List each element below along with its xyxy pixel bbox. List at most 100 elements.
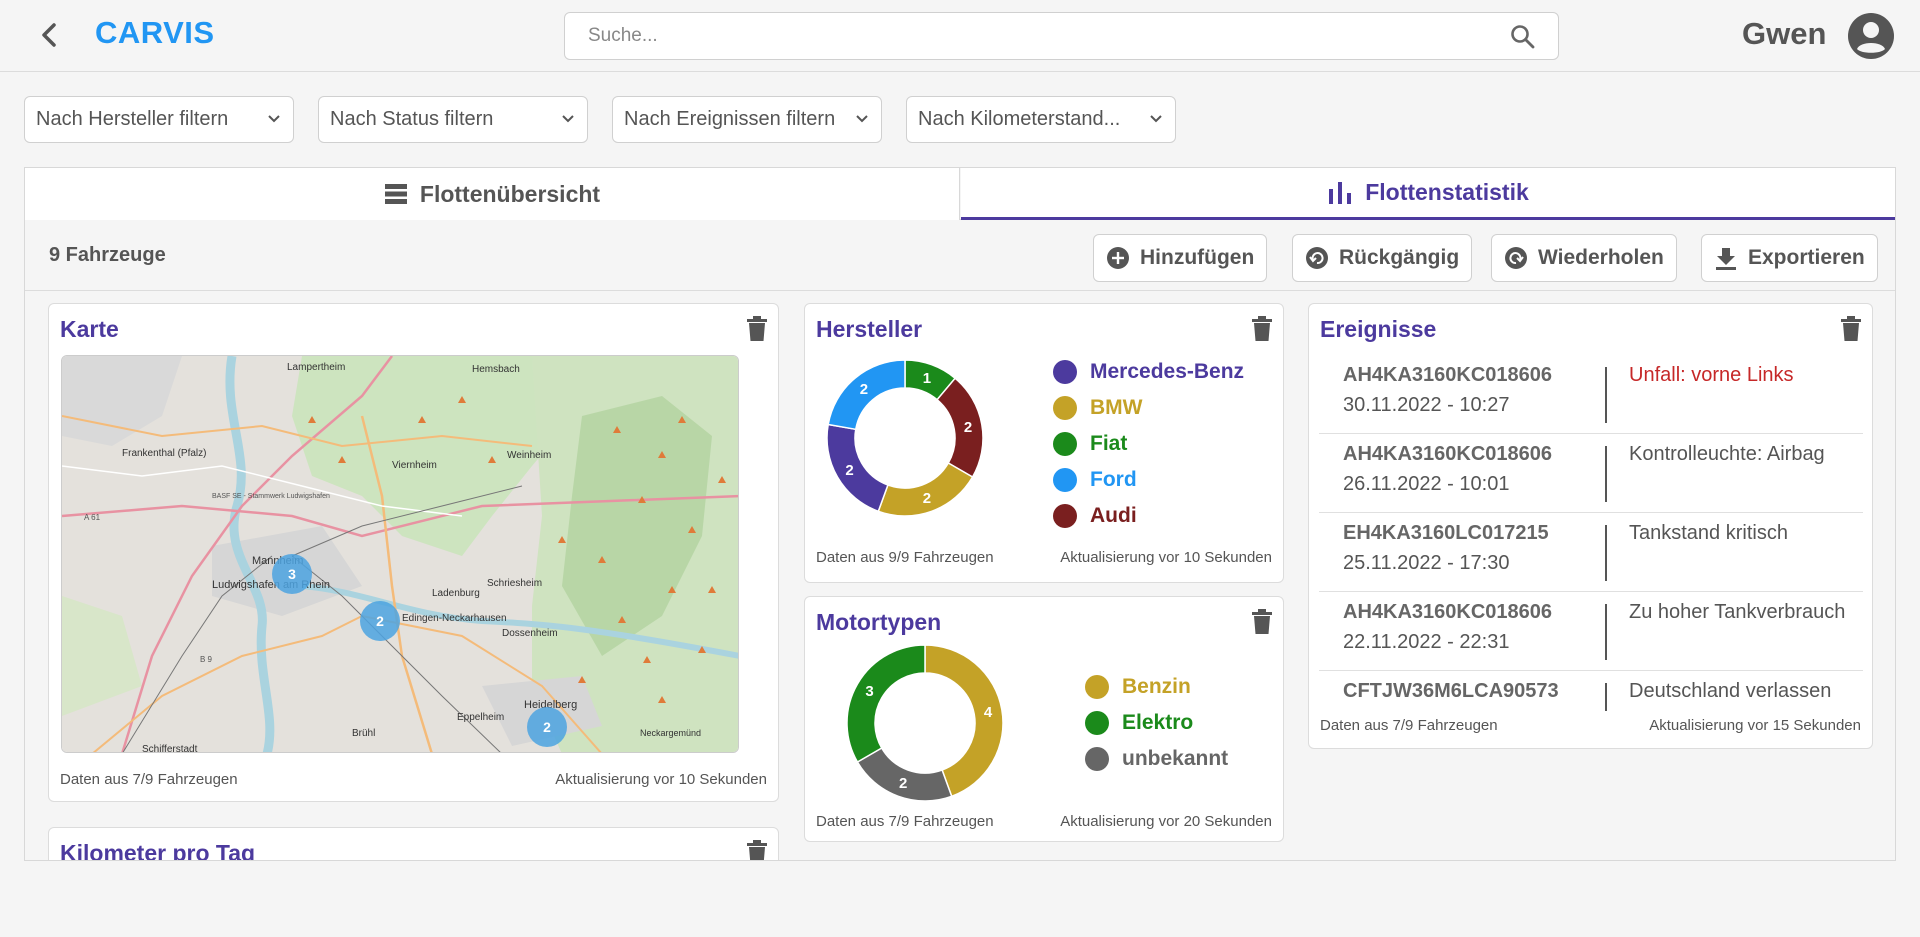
event-vin: EH4KA3160LC017215	[1343, 522, 1549, 545]
map-view[interactable]: Lampertheim Hemsbach Frankenthal (Pfalz)…	[61, 355, 739, 753]
donut-slice-elektro[interactable]	[847, 645, 925, 762]
event-divider	[1605, 367, 1607, 423]
tab-flottenuebersicht[interactable]: Flottenübersicht	[25, 168, 960, 220]
legend-item: Ford	[1053, 468, 1137, 492]
km-per-day-card: Kilometer pro Tag	[48, 827, 779, 861]
map-card: Karte	[48, 303, 779, 802]
legend-swatch	[1053, 432, 1077, 456]
download-icon	[1714, 246, 1738, 270]
events-card: Ereignisse AH4KA3160KC018606 30.11.2022 …	[1308, 303, 1873, 749]
trash-icon[interactable]	[1251, 316, 1273, 342]
donut-value-label: 2	[923, 490, 931, 507]
map-label: Eppelheim	[457, 712, 504, 723]
filter-hersteller[interactable]: Nach Hersteller filtern	[24, 96, 294, 143]
map-label: Lampertheim	[287, 362, 345, 373]
map-label: Dossenheim	[502, 628, 558, 639]
manufacturer-donut-chart: 1 2 2 2 2	[827, 360, 983, 516]
search-bar	[564, 12, 1559, 60]
event-vin: AH4KA3160KC018606	[1343, 443, 1552, 466]
button-label: Rückgängig	[1339, 246, 1459, 270]
tab-bar: Flottenübersicht Flottenstatistik	[25, 168, 1895, 220]
legend-label: BMW	[1090, 396, 1142, 420]
search-icon[interactable]	[1510, 24, 1536, 55]
event-row[interactable]: AH4KA3160KC018606 22.11.2022 - 22:31 Zu …	[1319, 592, 1863, 671]
engine-type-donut-chart: 423	[847, 645, 1003, 801]
donut-value-label: 4	[984, 704, 993, 721]
event-date: 22.11.2022 - 22:31	[1343, 631, 1509, 654]
account-icon[interactable]	[1847, 12, 1895, 60]
redo-icon	[1504, 246, 1528, 270]
map-label: Frankenthal (Pfalz)	[122, 448, 206, 459]
footer-updated: Aktualisierung vor 10 Sekunden	[1060, 549, 1272, 566]
legend-item: Benzin	[1085, 675, 1191, 699]
map-cluster-count: 3	[288, 566, 296, 582]
undo-icon	[1305, 246, 1329, 270]
map-label: Ludwigshafen am Rhein	[212, 579, 330, 591]
map-label: Weinheim	[507, 450, 551, 461]
legend-swatch	[1053, 468, 1077, 492]
event-row[interactable]: CFTJW36M6LCA90573 Deutschland verlassen	[1319, 671, 1863, 711]
legend-swatch	[1053, 504, 1077, 528]
legend-item: Fiat	[1053, 432, 1127, 456]
add-button[interactable]: Hinzufügen	[1093, 234, 1267, 282]
donut-value-label: 1	[923, 370, 931, 387]
event-row[interactable]: EH4KA3160LC017215 25.11.2022 - 17:30 Tan…	[1319, 513, 1863, 592]
event-date: 25.11.2022 - 17:30	[1343, 552, 1509, 575]
donut-slice-mercedes-benz[interactable]	[827, 424, 888, 511]
event-row[interactable]: AH4KA3160KC018606 26.11.2022 - 10:01 Kon…	[1319, 434, 1863, 513]
card-title: Hersteller	[816, 316, 922, 343]
event-row[interactable]: AH4KA3160KC018606 30.11.2022 - 10:27 Unf…	[1319, 355, 1863, 434]
export-button[interactable]: Exportieren	[1701, 234, 1878, 282]
filter-kilometerstand[interactable]: Nach Kilometerstand...	[906, 96, 1176, 143]
redo-button[interactable]: Wiederholen	[1491, 234, 1677, 282]
tab-label: Flottenstatistik	[1365, 179, 1529, 206]
event-divider	[1605, 525, 1607, 581]
bar-chart-icon	[1327, 180, 1353, 206]
button-label: Exportieren	[1748, 246, 1865, 270]
app-header: CARVIS Gwen	[0, 0, 1920, 72]
event-divider	[1605, 446, 1607, 502]
donut-value-label: 2	[860, 381, 868, 398]
tab-flottenstatistik[interactable]: Flottenstatistik	[961, 168, 1895, 220]
filter-ereignisse[interactable]: Nach Ereignissen filtern	[612, 96, 882, 143]
back-button[interactable]	[34, 20, 64, 50]
donut-slice-audi[interactable]	[937, 378, 983, 477]
engine-type-card: Motortypen 423 Benzin Elektro unbekannt …	[804, 596, 1284, 842]
legend-swatch	[1053, 360, 1077, 384]
map-label: Edingen-Neckarhausen	[402, 613, 507, 624]
filter-label: Nach Hersteller filtern	[36, 108, 228, 130]
map-label: A 61	[84, 513, 101, 522]
map-label: Brühl	[352, 728, 375, 739]
map-label: BASF SE - Stammwerk Ludwigshafen	[212, 493, 330, 500]
event-vin: AH4KA3160KC018606	[1343, 601, 1552, 624]
toolbar: 9 Fahrzeuge Hinzufügen Rückgängig Wieder…	[25, 220, 1895, 291]
trash-icon[interactable]	[746, 840, 768, 861]
legend-item: unbekannt	[1085, 747, 1228, 771]
legend-swatch	[1053, 396, 1077, 420]
footer-source: Daten aus 9/9 Fahrzeugen	[816, 549, 994, 566]
legend-item: BMW	[1053, 396, 1142, 420]
trash-icon[interactable]	[746, 316, 768, 342]
legend-label: Fiat	[1090, 432, 1127, 456]
undo-button[interactable]: Rückgängig	[1292, 234, 1472, 282]
trash-icon[interactable]	[1840, 316, 1862, 342]
footer-source: Daten aus 7/9 Fahrzeugen	[60, 771, 238, 788]
trash-icon[interactable]	[1251, 609, 1273, 635]
footer-updated: Aktualisierung vor 15 Sekunden	[1649, 717, 1861, 734]
footer-updated: Aktualisierung vor 10 Sekunden	[555, 771, 767, 788]
button-label: Hinzufügen	[1140, 246, 1254, 270]
event-text: Deutschland verlassen	[1629, 680, 1831, 703]
event-date: 26.11.2022 - 10:01	[1343, 473, 1509, 496]
app-logo[interactable]: CARVIS	[95, 15, 215, 51]
donut-value-label: 2	[899, 775, 907, 792]
filter-status[interactable]: Nach Status filtern	[318, 96, 588, 143]
card-title: Karte	[60, 316, 119, 343]
button-label: Wiederholen	[1538, 246, 1664, 270]
search-input[interactable]	[565, 13, 1465, 59]
legend-label: Ford	[1090, 468, 1137, 492]
legend-swatch	[1085, 675, 1109, 699]
chevron-left-icon	[40, 22, 58, 48]
map-label: Ladenburg	[432, 588, 480, 599]
filter-label: Nach Kilometerstand...	[918, 108, 1120, 130]
